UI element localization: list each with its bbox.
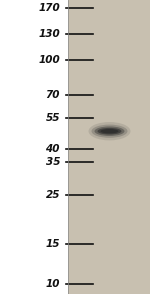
Text: 35: 35 [45, 157, 60, 167]
Ellipse shape [100, 129, 118, 133]
FancyBboxPatch shape [68, 0, 150, 294]
Text: 15: 15 [45, 239, 60, 249]
Ellipse shape [88, 122, 130, 141]
Text: 10: 10 [45, 279, 60, 289]
Text: 25: 25 [45, 190, 60, 200]
Ellipse shape [92, 125, 128, 138]
Ellipse shape [94, 126, 124, 136]
Text: 40: 40 [45, 144, 60, 154]
Text: 55: 55 [45, 113, 60, 123]
Text: 70: 70 [45, 89, 60, 99]
Text: 170: 170 [38, 3, 60, 13]
Text: 100: 100 [38, 55, 60, 65]
Text: 130: 130 [38, 29, 60, 39]
Ellipse shape [98, 128, 122, 135]
